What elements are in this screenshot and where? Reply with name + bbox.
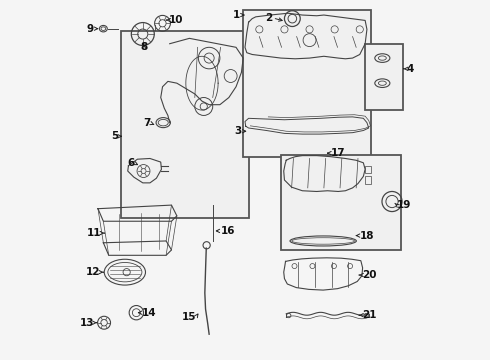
Text: 15: 15 — [181, 312, 196, 322]
Bar — [281, 155, 401, 250]
Bar — [243, 10, 370, 157]
Bar — [365, 44, 403, 110]
Text: 16: 16 — [220, 226, 235, 236]
Text: 20: 20 — [362, 270, 376, 280]
Text: 17: 17 — [331, 148, 345, 158]
Text: 14: 14 — [142, 308, 157, 318]
Bar — [365, 176, 370, 184]
Text: 21: 21 — [362, 310, 376, 320]
Text: 2: 2 — [266, 13, 272, 23]
Text: 19: 19 — [397, 200, 412, 210]
Text: 9: 9 — [87, 24, 94, 34]
Text: 18: 18 — [360, 231, 374, 240]
Text: 6: 6 — [127, 158, 135, 168]
Text: 7: 7 — [144, 118, 151, 128]
Text: 1: 1 — [233, 10, 240, 20]
Text: 5: 5 — [111, 131, 119, 141]
Text: 10: 10 — [169, 15, 183, 25]
Text: 8: 8 — [140, 42, 147, 51]
Text: 3: 3 — [234, 126, 242, 136]
Text: 4: 4 — [406, 64, 414, 74]
Text: 12: 12 — [86, 267, 100, 277]
Bar — [365, 166, 370, 173]
Text: 11: 11 — [87, 228, 101, 238]
Text: 13: 13 — [79, 318, 94, 328]
Bar — [122, 31, 248, 218]
